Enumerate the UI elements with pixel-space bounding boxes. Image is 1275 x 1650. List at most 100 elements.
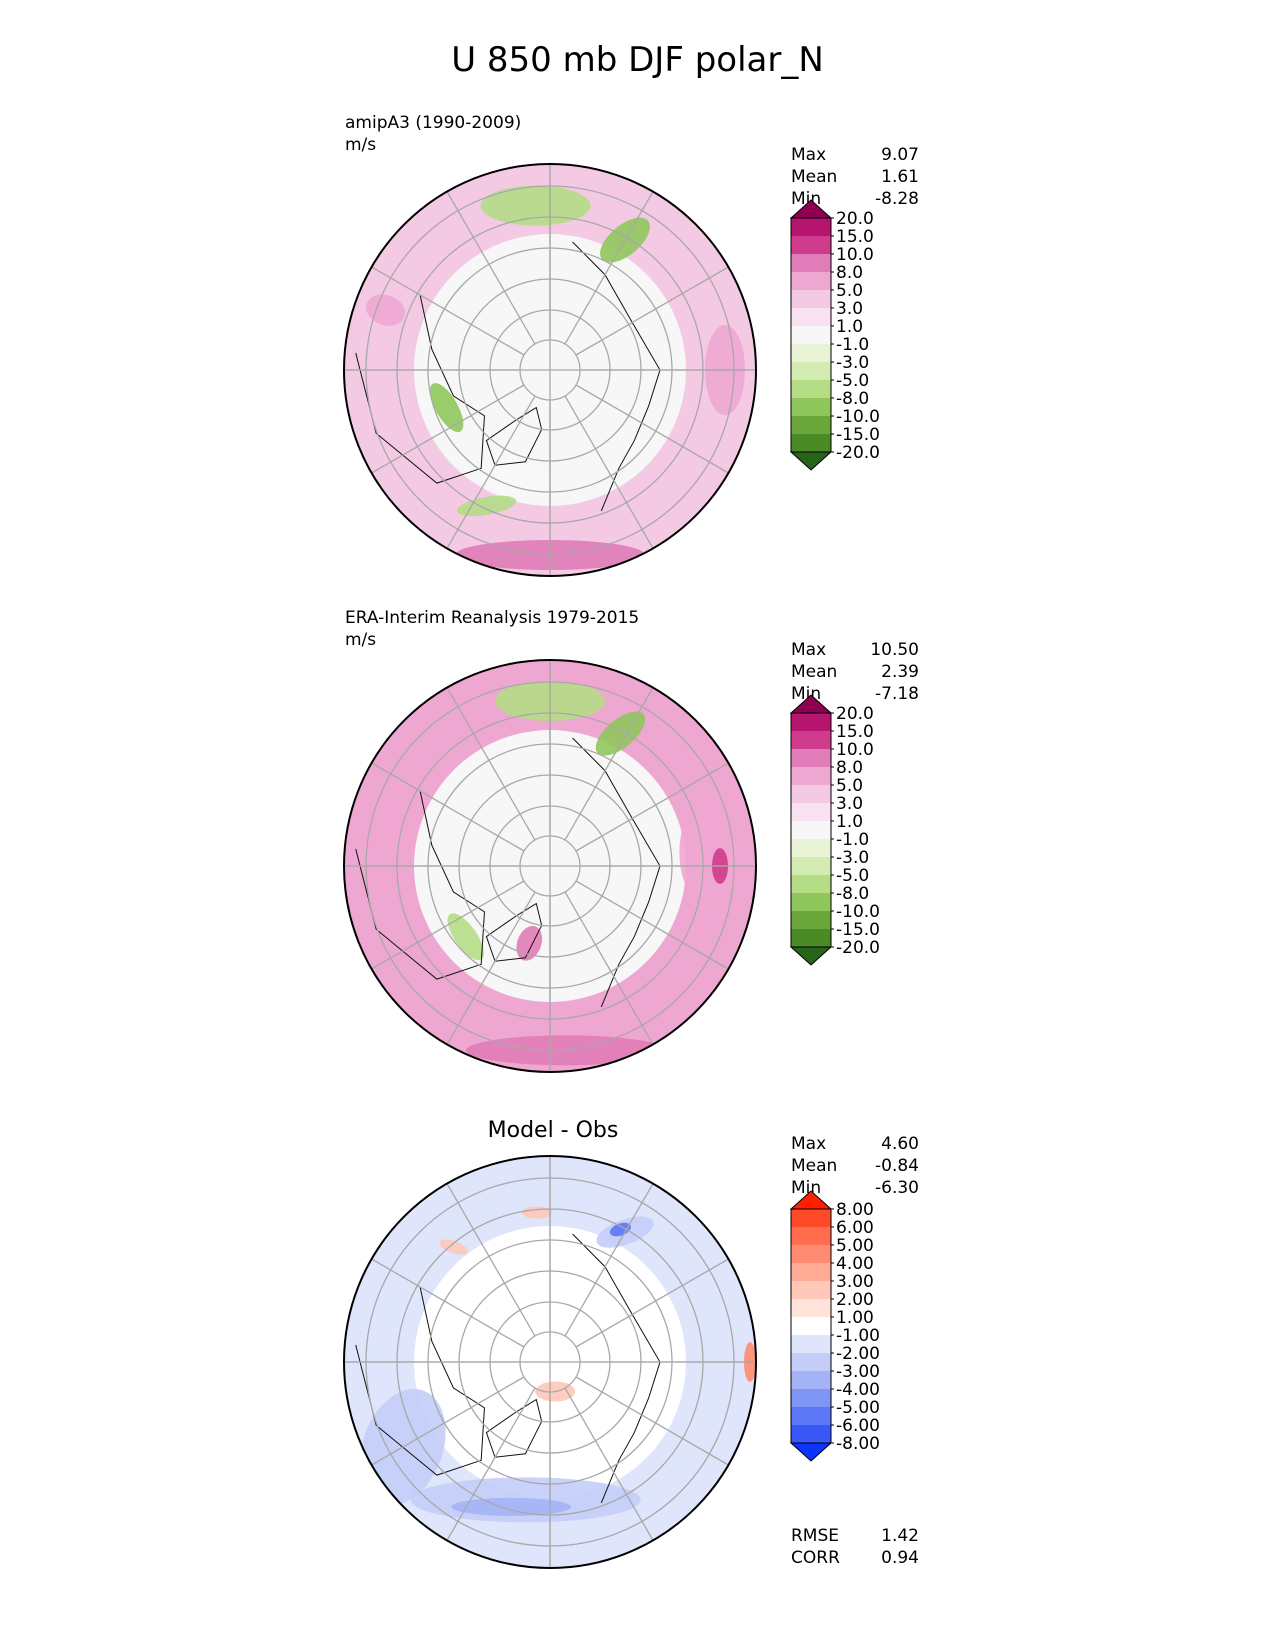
colorbar-segment	[791, 803, 831, 821]
colorbar-segment	[791, 1353, 831, 1371]
field-anomaly	[447, 913, 484, 961]
colorbar-3: 8.006.005.004.003.002.001.00-1.00-2.00-3…	[789, 1190, 880, 1462]
colorbar-tick-label: -5.0	[836, 371, 869, 391]
meridian	[371, 266, 525, 356]
meridian	[564, 687, 654, 841]
meridian	[564, 191, 654, 345]
meridian	[371, 384, 525, 474]
stat-label: Max	[791, 1134, 827, 1154]
colorbar-tick-label: 1.0	[836, 317, 863, 337]
coast-eurasia	[572, 737, 661, 1008]
coast-north-america	[355, 294, 485, 484]
colorbar-segment	[791, 929, 831, 947]
meridian	[564, 395, 654, 549]
colorbar-tick-label: -1.0	[836, 830, 869, 850]
colorbar-tick-label: -10.0	[836, 902, 880, 922]
colorbar-tick-label: -4.00	[836, 1380, 880, 1400]
colorbar-tick-label: -8.0	[836, 884, 869, 904]
colorbar-extend-min	[789, 451, 833, 471]
graticule	[344, 1156, 756, 1568]
colorbar-tick-label: 3.0	[836, 299, 863, 319]
colorbar-extend-max	[789, 1190, 833, 1210]
meridian	[446, 395, 536, 549]
colorbar-segment	[791, 767, 831, 785]
colorbar-tick-label: 15.0	[836, 722, 874, 742]
colorbar-tick-label: -20.0	[836, 443, 880, 463]
colorbar-segment	[791, 1245, 831, 1263]
colorbar-tick-label: 3.00	[836, 1272, 874, 1292]
colorbar-frame	[790, 1208, 832, 1444]
map-boundary	[343, 163, 757, 577]
map-panel-2	[343, 659, 757, 1073]
colorbar-segment	[791, 821, 831, 839]
colorbar-frame	[790, 712, 832, 948]
colorbar-tick-label: -5.00	[836, 1398, 880, 1418]
colorbar-extend-min	[789, 1442, 833, 1462]
metric-label: CORR	[791, 1548, 840, 1568]
meridian	[446, 1183, 536, 1337]
field-anomaly	[516, 925, 543, 961]
meridian	[575, 1258, 729, 1348]
metric-label: RMSE	[791, 1526, 840, 1546]
colorbar-tick-label: -3.0	[836, 353, 869, 373]
field-anomaly	[366, 294, 406, 326]
colorbar-tick-label: 8.0	[836, 758, 863, 778]
coast-north-america	[355, 1286, 485, 1476]
stat-value: 10.50	[870, 640, 919, 660]
colorbar-segment	[791, 1263, 831, 1281]
colorbar-segment	[791, 1389, 831, 1407]
colorbar-tick-label: 5.0	[836, 281, 863, 301]
field-anomaly	[609, 1222, 631, 1237]
colorbar-tick-label: -1.00	[836, 1326, 880, 1346]
colorbar-segment	[791, 749, 831, 767]
colorbar-segment	[791, 875, 831, 893]
meridian	[575, 762, 729, 852]
stat-value: 4.60	[881, 1134, 919, 1154]
meridian	[575, 266, 729, 356]
colorbar-segment	[791, 911, 831, 929]
graticule	[344, 660, 756, 1072]
meridian	[575, 880, 729, 970]
meridian	[446, 191, 536, 345]
colorbar-extend-max	[789, 199, 833, 219]
map-panel-1	[343, 163, 757, 577]
colorbar-segment	[791, 416, 831, 434]
colorbar-tick-label: -8.0	[836, 389, 869, 409]
meridian	[575, 384, 729, 474]
colorbar-segment	[791, 713, 831, 731]
colorbar-tick-label: -5.0	[836, 866, 869, 886]
colorbar-segment	[791, 1299, 831, 1317]
stat-value: -7.18	[875, 684, 919, 704]
colorbar-segment	[791, 218, 831, 236]
meridian	[371, 1376, 525, 1466]
stat-label: Max	[791, 145, 827, 165]
colorbar-1: 20.015.010.08.05.03.01.0-1.0-3.0-5.0-8.0…	[789, 199, 880, 471]
field-anomaly	[354, 783, 418, 861]
colorbar-tick-label: 20.0	[836, 209, 874, 229]
graticule	[344, 164, 756, 576]
map-field	[344, 660, 756, 1072]
meridian	[564, 891, 654, 1045]
stat-value: 2.39	[881, 662, 919, 682]
meridian	[446, 1387, 536, 1541]
meridian	[371, 762, 525, 852]
colorbar-segment	[791, 254, 831, 272]
metric-value: 1.42	[881, 1526, 919, 1546]
colorbar-tick-label: 10.0	[836, 245, 874, 265]
colorbar-tick-label: -3.00	[836, 1362, 880, 1382]
map-boundary	[343, 659, 757, 1073]
map-panel-3	[343, 1155, 757, 1569]
field-anomaly	[521, 1206, 552, 1219]
colorbar-tick-label: 5.00	[836, 1236, 874, 1256]
colorbar-tick-label: 4.00	[836, 1254, 874, 1274]
metric-value: 0.94	[881, 1548, 919, 1568]
stat-label: Mean	[791, 167, 838, 187]
colorbar-segment	[791, 1209, 831, 1227]
colorbar-tick-label: -6.00	[836, 1416, 880, 1436]
colorbar-tick-label: 5.0	[836, 776, 863, 796]
colorbar-tick-label: -2.00	[836, 1344, 880, 1364]
field-anomaly	[439, 1239, 468, 1255]
panel-1-stats: Max 9.07 Mean 1.61 Min -8.28	[791, 144, 919, 210]
colorbar-tick-label: 20.0	[836, 704, 874, 724]
